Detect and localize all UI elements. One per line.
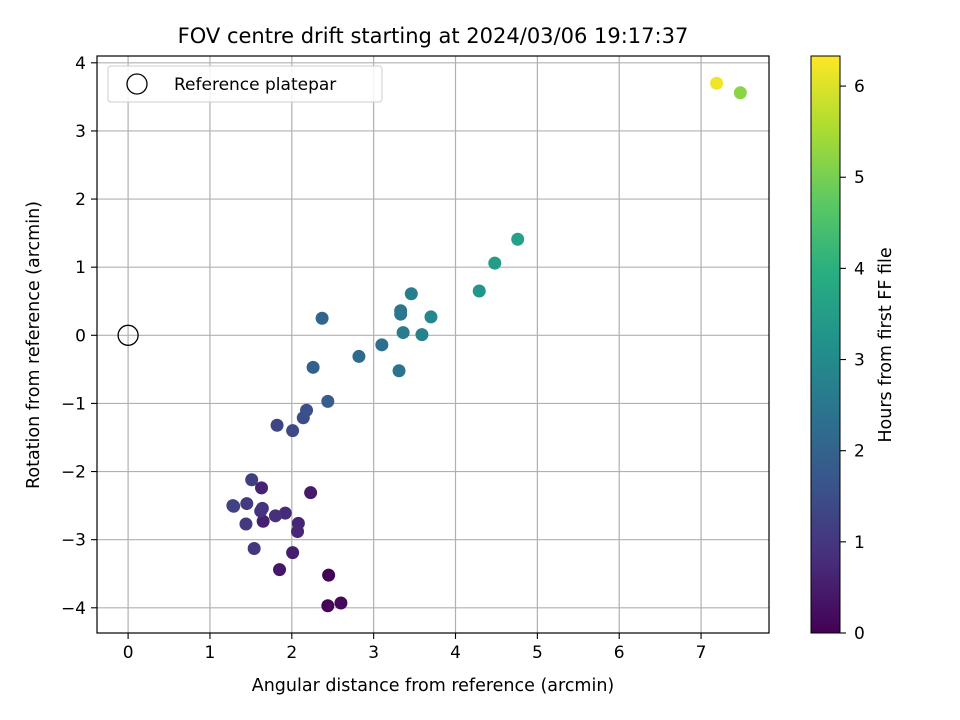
y-tick-label: 4 [75,54,86,74]
scatter-point [245,473,259,487]
y-tick-label: −3 [61,531,86,551]
scatter-point [306,360,320,374]
y-axis-ticks: −4 −3 −2 −1 0 1 2 3 4 [61,54,97,619]
scatter-point [321,394,335,408]
scatter-point [270,418,284,432]
colorbar-tick-label: 4 [854,259,865,279]
colorbar-ticks: 0 1 2 3 4 5 6 [840,77,865,644]
x-tick-label: 0 [123,643,134,663]
y-axis-label: Rotation from reference (arcmin) [24,201,44,489]
legend-label: Reference platepar [174,75,336,95]
scatter-point [375,338,389,352]
grid-lines [97,56,769,633]
scatter-point [488,256,502,270]
scatter-point [334,596,348,610]
colorbar-gradient [810,55,841,634]
x-axis-ticks: 0 1 2 3 4 5 6 7 [123,633,707,663]
scatter-point [733,86,747,100]
scatter-point [268,509,282,523]
scatter-point [352,349,366,363]
scatter-point [415,328,429,342]
chart-title: FOV centre drift starting at 2024/03/06 … [178,24,689,48]
scatter-point [424,310,438,324]
colorbar-tick-label: 5 [854,168,865,188]
legend-box [107,65,383,103]
y-tick-label: 2 [75,190,86,210]
scatter-point [255,481,269,495]
plot-frame [96,55,770,634]
x-tick-label: 1 [205,643,216,663]
scatter-point [300,403,314,417]
x-tick-label: 7 [696,643,707,663]
scatter-point [286,424,300,438]
x-tick-label: 6 [614,643,625,663]
scatter-point [240,497,254,511]
scatter-point [256,514,270,528]
legend: Reference platepar [107,65,383,103]
scatter-point [472,284,486,298]
colorbar-tick-label: 6 [854,77,865,97]
scatter-point [710,76,724,90]
y-tick-label: 1 [75,258,86,278]
colorbar-tick-label: 3 [854,351,865,371]
y-tick-label: 0 [75,326,86,346]
colorbar-tick-label: 1 [854,533,865,553]
x-tick-label: 5 [532,643,543,663]
scatter-point [304,486,318,500]
x-tick-label: 3 [368,643,379,663]
y-tick-label: −2 [61,463,86,483]
colorbar-tick-label: 0 [854,624,865,644]
scatter-point [273,563,287,577]
reference-marker-group [117,324,139,346]
scatter-point [404,287,418,301]
scatter-point [247,542,261,556]
scatter-point [291,524,305,538]
y-tick-label: −4 [61,599,86,619]
scatter-point [394,307,408,321]
scatter-point [392,364,406,378]
x-tick-label: 4 [450,643,461,663]
scatter-point [286,546,300,560]
scatter-point [239,517,253,531]
scatter-point [322,568,336,582]
colorbar: 0 1 2 3 4 5 6 Hours from first FF file [810,55,896,644]
legend-marker-circle [126,73,148,95]
reference-point-marker [117,324,139,346]
scatter-point [278,506,292,520]
scatter-point [227,499,241,513]
scatter-point [255,501,269,515]
scatter-point [321,599,335,613]
x-axis-label: Angular distance from reference (arcmin) [252,676,615,696]
scatter-point [511,232,525,246]
scatter-points [226,76,747,613]
y-tick-label: 3 [75,122,86,142]
scatter-point [315,311,329,325]
colorbar-tick-label: 2 [854,442,865,462]
scatter-point [396,326,410,340]
colorbar-label: Hours from first FF file [876,247,896,442]
x-tick-label: 2 [286,643,297,663]
y-tick-label: −1 [61,394,86,414]
